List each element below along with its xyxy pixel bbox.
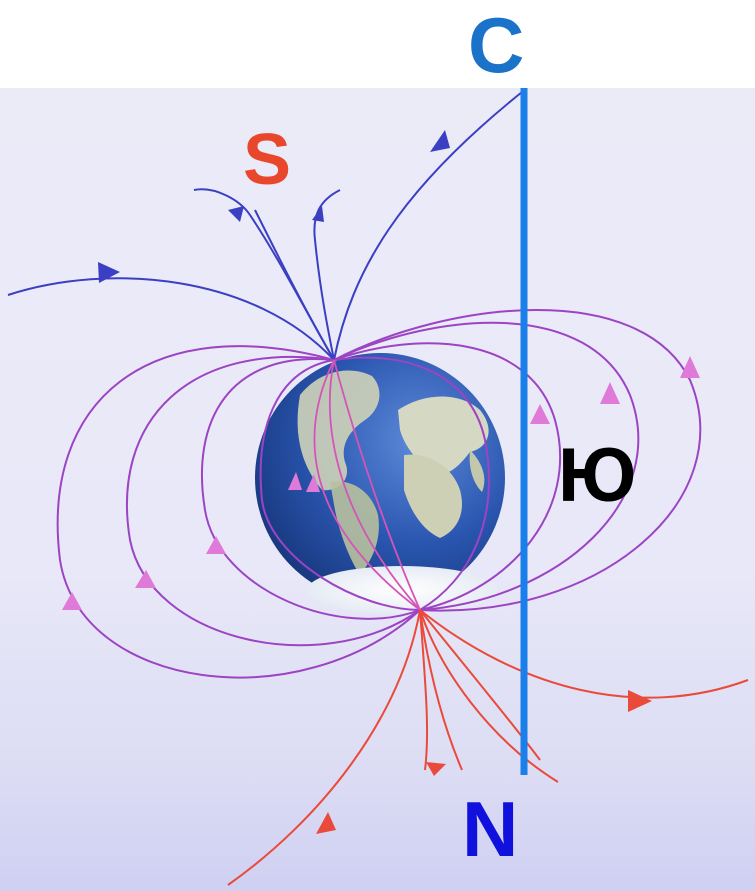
field-line [419, 609, 749, 699]
magnetic-pole-s-label: S [243, 120, 292, 200]
field-line [333, 359, 421, 611]
field-arrow-icon [430, 130, 450, 152]
field-lines-north [7, 91, 523, 361]
field-arrows [62, 130, 700, 834]
field-line [419, 609, 463, 771]
magnetic-pole-n-label: N [462, 785, 519, 873]
field-line [333, 356, 490, 611]
field-line [333, 321, 640, 611]
field-arrow-icon [98, 262, 120, 283]
field-line [313, 359, 421, 611]
field-arrow-icon [228, 206, 244, 222]
field-line [201, 358, 421, 620]
field-arrow-icon [600, 382, 620, 404]
field-arrow-icon [312, 206, 324, 222]
earth-globe-icon [255, 353, 505, 614]
field-line [333, 309, 702, 612]
field-line [419, 609, 541, 761]
field-line [333, 342, 561, 611]
field-line [259, 359, 421, 611]
field-arrow-icon [306, 474, 320, 492]
field-line [56, 345, 421, 679]
field-arrow-icon [62, 592, 82, 610]
compass-north-label: С [468, 1, 525, 89]
field-arrow-icon [206, 536, 226, 554]
field-arrow-icon [530, 404, 550, 424]
field-lines-south [227, 609, 749, 886]
field-line [419, 609, 559, 783]
field-line [333, 91, 523, 361]
field-arrow-icon [680, 356, 700, 378]
field-line [7, 277, 335, 361]
compass-south-label: Ю [558, 433, 637, 518]
field-arrow-icon [426, 762, 446, 776]
field-arrow-icon [316, 812, 336, 834]
field-line [125, 355, 421, 647]
field-arrow-icon [288, 472, 302, 490]
field-line [193, 188, 335, 361]
field-line [419, 609, 429, 771]
field-lines-loops [56, 309, 702, 679]
field-line [313, 189, 341, 361]
field-line [329, 359, 421, 611]
field-line [227, 609, 421, 886]
field-lines-inner [313, 359, 421, 611]
field-line [254, 209, 335, 361]
field-arrow-icon [628, 690, 652, 712]
field-arrow-icon [135, 570, 156, 588]
